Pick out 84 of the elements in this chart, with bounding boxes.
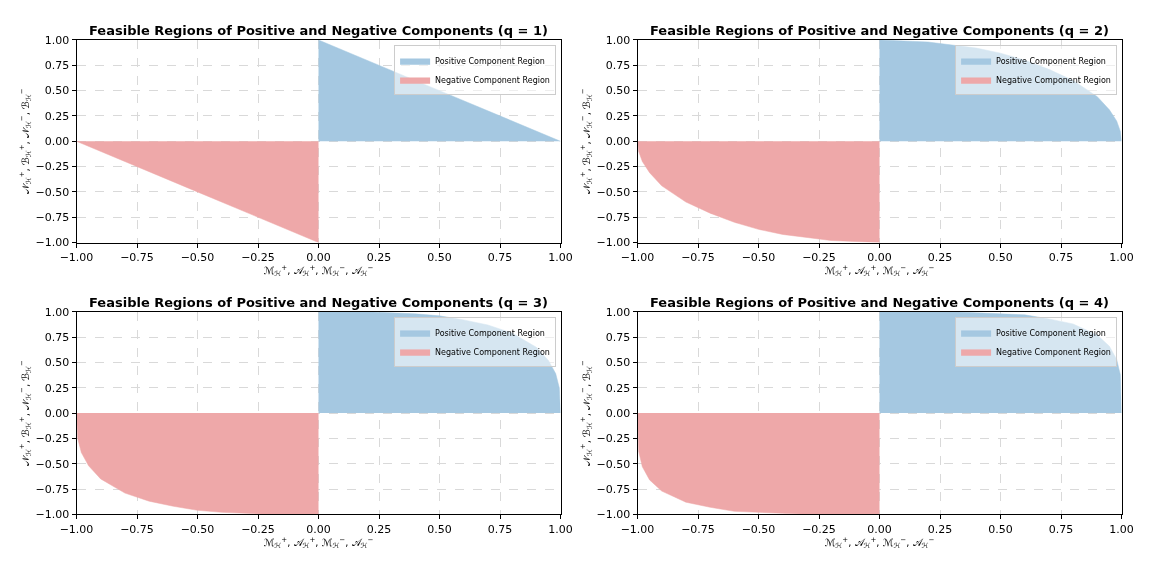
y-tick-label: 0.75 — [44, 330, 70, 344]
y-tick-label: 0.75 — [44, 59, 70, 73]
y-tick-label: −0.25 — [35, 160, 70, 174]
y-tick-label: −0.25 — [35, 432, 70, 446]
y-tick-label: −1.00 — [35, 236, 70, 250]
y-tick-label: −0.75 — [35, 211, 70, 225]
x-tick-label: −0.50 — [741, 250, 776, 264]
legend-label: Positive Component Region — [996, 56, 1106, 66]
y-tick-label: 0.00 — [605, 406, 631, 420]
x-tick-label: 0.75 — [1048, 250, 1074, 264]
x-tick-label: 0.75 — [1048, 522, 1074, 536]
chart-title: Feasible Regions of Positive and Negative Components (q = 2) — [650, 23, 1109, 38]
y-tick-label: 1.00 — [605, 33, 631, 47]
x-tick-label: −0.25 — [802, 250, 836, 264]
y-tick-label: 0.50 — [605, 84, 631, 98]
y-tick-label: 0.75 — [605, 59, 631, 73]
x-tick-label: 1.00 — [548, 522, 573, 536]
x-tick-label: −0.25 — [241, 522, 275, 536]
x-tick-label: 0.50 — [427, 250, 452, 264]
x-tick-label: 1.00 — [1109, 522, 1134, 536]
x-tick-label: −1.00 — [620, 522, 655, 536]
legend-label: Positive Component Region — [435, 56, 545, 66]
y-tick-label: 0.00 — [605, 135, 631, 149]
legend-label: Positive Component Region — [996, 328, 1106, 338]
y-tick-label: −0.50 — [596, 185, 631, 199]
x-tick-label: −0.75 — [120, 522, 154, 536]
x-tick-label: 0.50 — [988, 522, 1013, 536]
x-tick-label: −1.00 — [59, 522, 94, 536]
chart-title: Feasible Regions of Positive and Negative Components (q = 4) — [650, 295, 1109, 310]
x-tick-label: 1.00 — [548, 250, 573, 264]
x-tick-label: 0.25 — [366, 522, 392, 536]
legend-label: Positive Component Region — [435, 328, 545, 338]
y-tick-label: −0.75 — [596, 211, 631, 225]
y-tick-label: 1.00 — [44, 33, 70, 47]
y-tick-label: 0.25 — [44, 381, 70, 395]
x-tick-label: −0.50 — [180, 522, 215, 536]
legend-label: Negative Component Region — [435, 347, 550, 357]
x-tick-label: −0.75 — [120, 250, 154, 264]
x-tick-label: 1.00 — [1109, 250, 1134, 264]
x-tick-label: −0.75 — [681, 522, 715, 536]
y-tick-label: −0.25 — [596, 160, 631, 174]
x-tick-label: 0.00 — [867, 522, 892, 536]
x-tick-label: −0.25 — [241, 250, 275, 264]
y-tick-label: 0.50 — [44, 84, 70, 98]
x-tick-label: −0.50 — [741, 522, 776, 536]
y-tick-label: 0.25 — [605, 381, 631, 395]
y-tick-label: 0.25 — [605, 109, 631, 123]
y-tick-label: 1.00 — [44, 305, 70, 319]
chart-title: Feasible Regions of Positive and Negative Components (q = 1) — [89, 23, 548, 38]
y-tick-label: −1.00 — [35, 508, 70, 522]
y-tick-label: −0.75 — [596, 482, 631, 496]
legend-label: Negative Component Region — [996, 75, 1111, 85]
x-tick-label: 0.75 — [487, 250, 513, 264]
y-tick-label: 0.00 — [44, 406, 70, 420]
y-tick-label: 0.75 — [605, 330, 631, 344]
y-tick-label: −0.50 — [596, 457, 631, 471]
x-tick-label: −0.25 — [802, 522, 836, 536]
x-tick-label: 0.75 — [487, 522, 513, 536]
x-tick-label: 0.25 — [927, 522, 953, 536]
y-tick-label: −1.00 — [596, 236, 631, 250]
y-tick-label: 0.50 — [44, 356, 70, 370]
y-tick-label: 0.50 — [605, 356, 631, 370]
x-tick-label: 0.00 — [306, 250, 331, 264]
x-tick-label: −1.00 — [620, 250, 655, 264]
x-tick-label: 0.00 — [306, 522, 331, 536]
x-tick-label: 0.25 — [927, 250, 953, 264]
y-tick-label: 1.00 — [605, 305, 631, 319]
x-tick-label: −0.50 — [180, 250, 215, 264]
x-tick-label: 0.50 — [988, 250, 1013, 264]
y-tick-label: −0.25 — [596, 432, 631, 446]
y-tick-label: −0.50 — [35, 457, 70, 471]
x-tick-label: −0.75 — [681, 250, 715, 264]
legend-label: Negative Component Region — [996, 347, 1111, 357]
x-tick-label: 0.50 — [427, 522, 452, 536]
x-tick-label: 0.25 — [366, 250, 392, 264]
legend-label: Negative Component Region — [435, 75, 550, 85]
y-tick-label: −0.50 — [35, 185, 70, 199]
chart-title: Feasible Regions of Positive and Negative Components (q = 3) — [89, 295, 548, 310]
y-tick-label: 0.00 — [44, 135, 70, 149]
x-tick-label: 0.00 — [867, 250, 892, 264]
y-tick-label: 0.25 — [44, 109, 70, 123]
y-tick-label: −1.00 — [596, 508, 631, 522]
x-tick-label: −1.00 — [59, 250, 94, 264]
y-tick-label: −0.75 — [35, 482, 70, 496]
